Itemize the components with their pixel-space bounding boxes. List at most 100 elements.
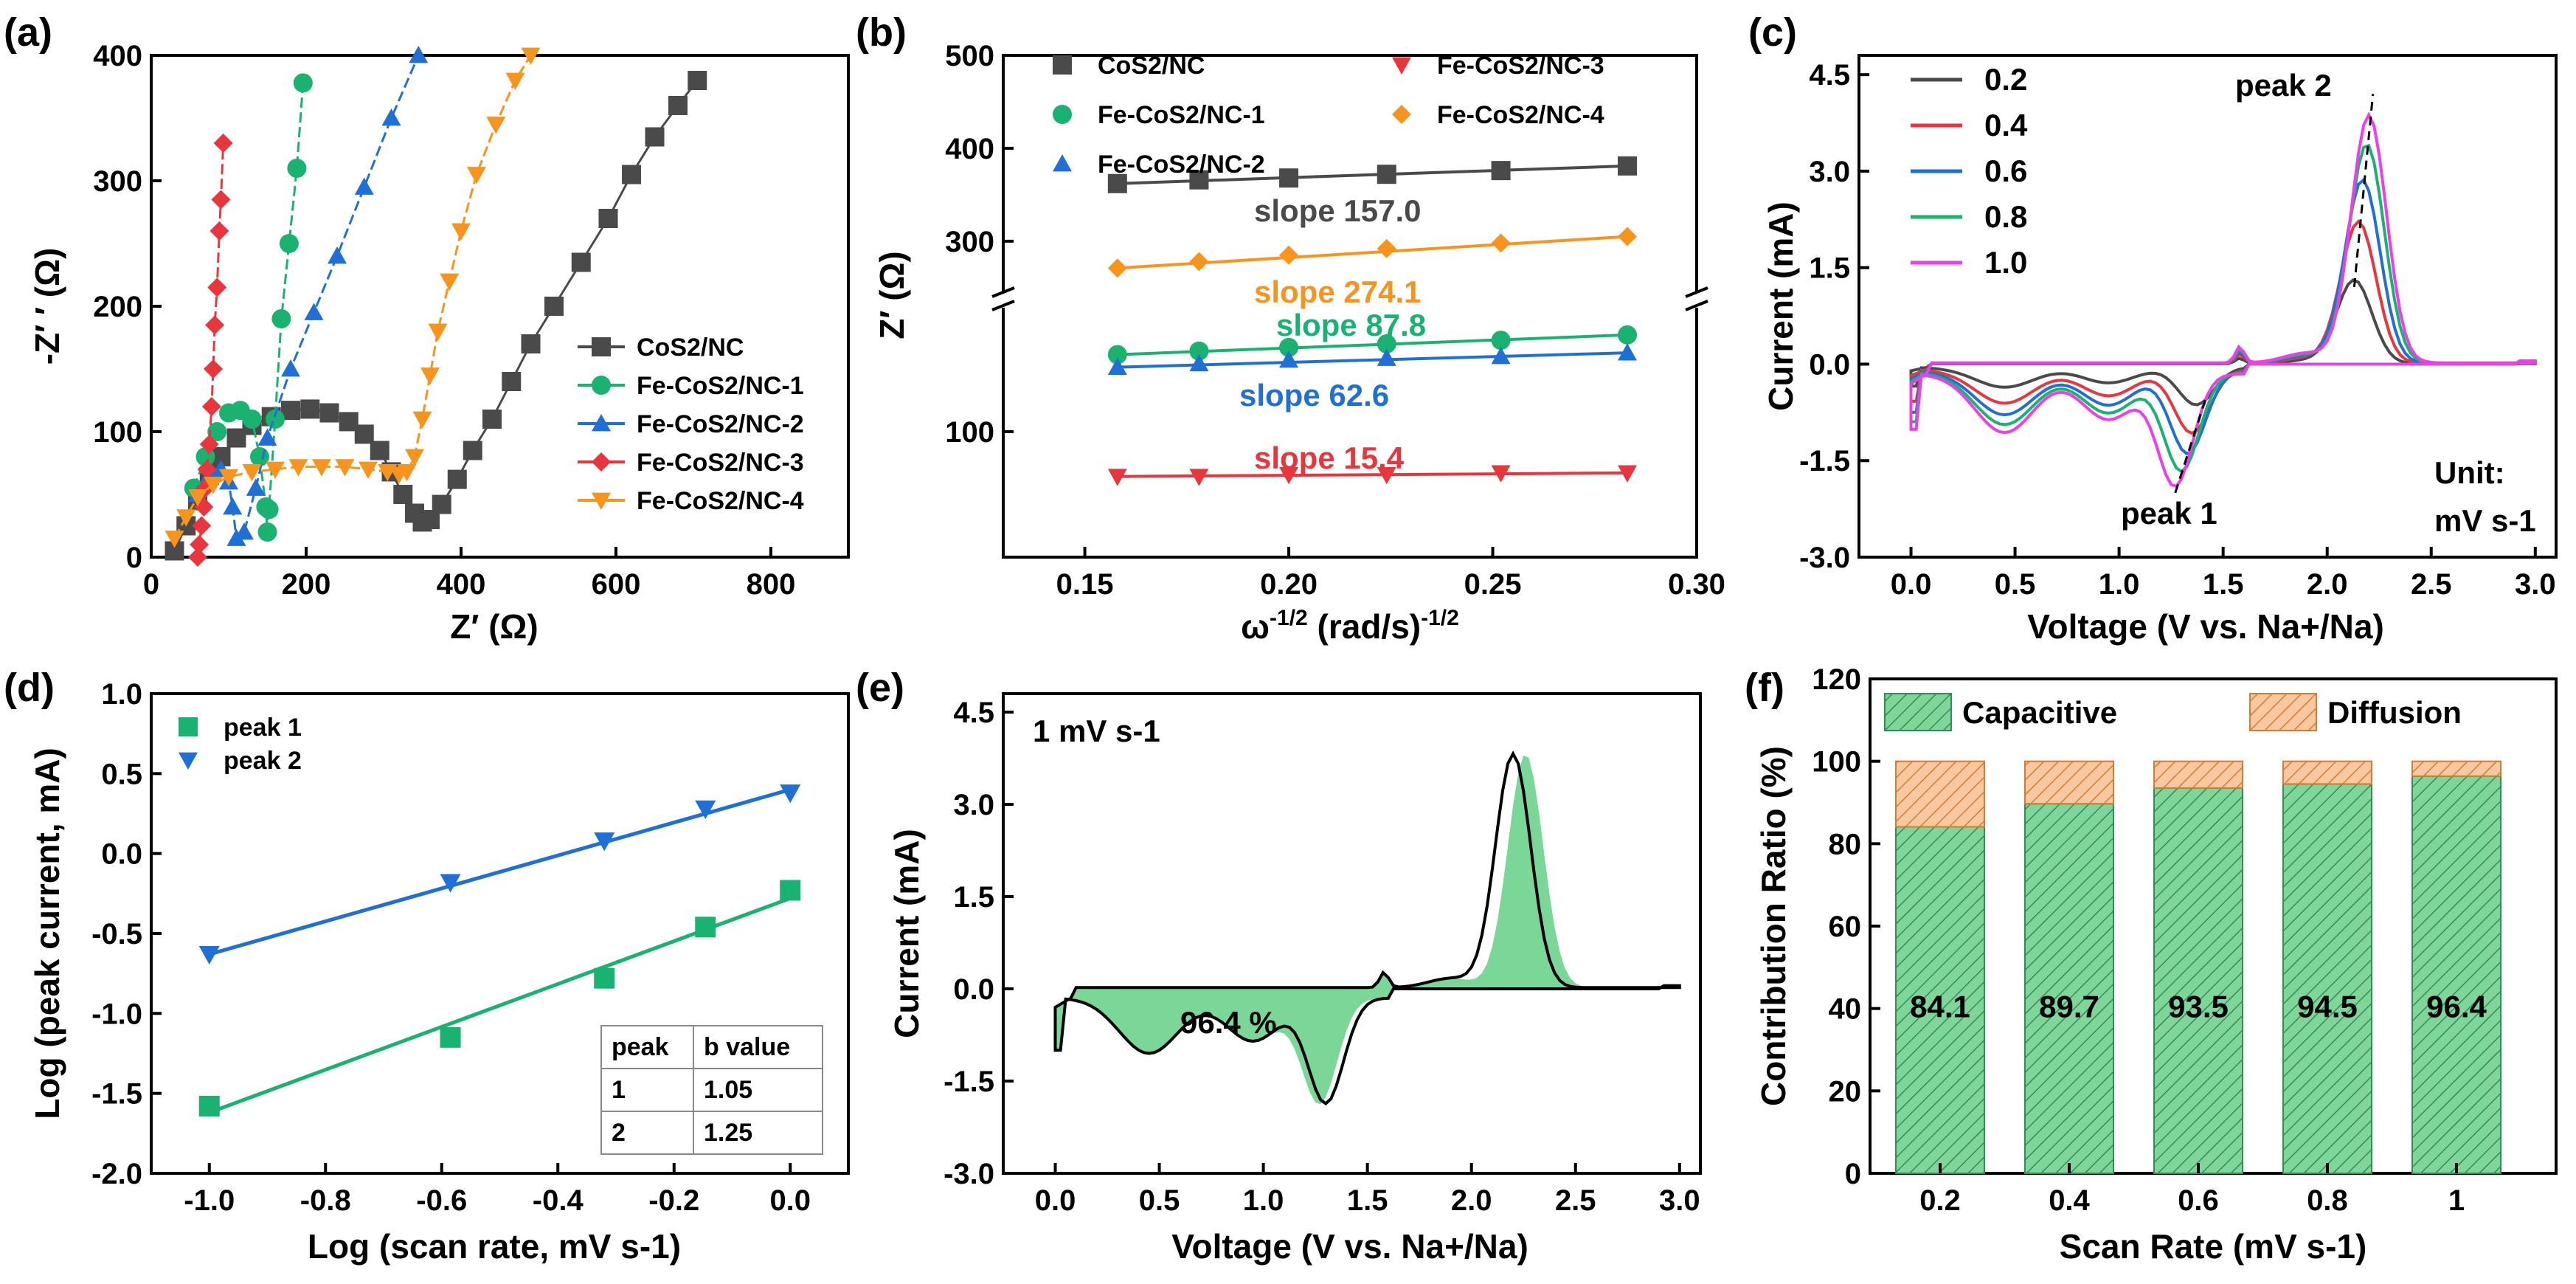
b-point (1377, 165, 1396, 184)
b-legend-entry-1-label: Fe-CoS2/NC-1 (1098, 101, 1265, 129)
legend-a: CoS2/NC Fe-CoS2/NC-1 Fe-CoS2/NC-2 Fe-CoS2/N… (578, 334, 804, 515)
a-xtick-label: 0 (143, 568, 159, 601)
d-xtick-label: -0.6 (416, 1184, 467, 1217)
a-ytick-label: 400 (93, 40, 142, 72)
b-legend-entry-3-marker (1392, 57, 1411, 75)
y-axis-label-e: Current (mA) (887, 829, 926, 1038)
a-point (259, 500, 279, 520)
y-axis-label-f: Contribution Ratio (%) (1754, 746, 1793, 1106)
peak1-label: peak 1 (2121, 496, 2217, 531)
c-xtick-label: 1.5 (2203, 568, 2244, 601)
f-bar-capacitive-1 (2024, 803, 2114, 1175)
a-point (188, 489, 207, 507)
a-point (482, 410, 502, 429)
a-point (223, 497, 243, 515)
e-capacitive-area (1055, 755, 1680, 1105)
a-point (205, 315, 225, 335)
f-bar-label-3: 94.5 (2297, 990, 2358, 1024)
d-xtick-label: -0.4 (533, 1184, 584, 1217)
b-ytick-label: 100 (945, 416, 994, 449)
e-cv-curve (1053, 750, 1681, 1106)
a-point (354, 177, 374, 195)
a-point (571, 252, 591, 272)
b-legend-entry-0-marker (1053, 55, 1072, 75)
b-point (1189, 170, 1209, 190)
b-legend-entry-4-label: Fe-CoS2/NC-4 (1437, 101, 1604, 129)
b-legend-entry-2-label: Fe-CoS2/NC-2 (1098, 151, 1265, 179)
a-point (271, 309, 291, 328)
series-d (198, 784, 801, 1116)
c-cv-curve-4 (1909, 111, 2537, 489)
a-point (486, 117, 506, 134)
a-xtick-label: 400 (437, 568, 486, 601)
d-table-cell (693, 1025, 823, 1069)
f-ytick-label: 0 (1845, 1158, 1861, 1190)
panel-label-d: (d) (4, 666, 55, 710)
c-legend-label-0: 0.2 (1984, 62, 2027, 97)
f-xtick-label: 0.6 (2178, 1184, 2219, 1217)
a-point (335, 459, 355, 477)
ticks-c: 0.0 0.5 1.0 1.5 2.0 2.5 3.0 -3.0 -1.5 0.0 1.5 3.0 4.… (1799, 59, 2556, 601)
a-point (463, 441, 482, 460)
panel-label-f: (f) (1745, 666, 1784, 710)
a-point (354, 424, 374, 444)
a-legend-entry-4-marker (592, 492, 611, 510)
a-point (668, 96, 688, 115)
a-point (288, 459, 308, 477)
d-table-cell (600, 1025, 694, 1069)
b-point (1618, 343, 1637, 361)
e-ytick-label: 1.5 (953, 881, 994, 914)
series-a (165, 46, 707, 567)
a-ytick-label: 0 (126, 542, 142, 574)
b-slope-label-3: slope 15.4 (1254, 441, 1405, 475)
e-xtick-label: 2.5 (1555, 1184, 1596, 1217)
f-bar-capacitive-3 (2282, 783, 2372, 1174)
d-legend-entry-1-marker (179, 752, 198, 770)
legend-f: Capacitive Diffusion (1884, 693, 2462, 731)
a-point (165, 531, 184, 548)
c-cv-curve-3 (1909, 143, 2537, 474)
f-bar-diffusion-3 (2282, 760, 2372, 785)
x-axis-label-a: Z′ (Ω) (450, 607, 538, 646)
b-point (1618, 227, 1637, 246)
f-legend-swatch-capacitive (1884, 693, 1952, 731)
f-ytick-label: 20 (1829, 1075, 1862, 1108)
b-point (1189, 252, 1209, 272)
c-peak1-guide (2174, 396, 2208, 494)
c-ytick-label: 1.5 (1809, 252, 1850, 285)
panel-c: (c) 0.0 0.5 1.0 1.5 2.0 2.5 3.0 -3.0 -1.5 0.0 1.5 3… (1748, 10, 2558, 646)
ticks-f: 0 20 40 60 80 100 120 (1812, 663, 1880, 1190)
a-point (328, 246, 347, 264)
f-bar-label-1: 89.7 (2039, 990, 2099, 1024)
b-point (1189, 341, 1209, 361)
a-point (293, 73, 313, 93)
a-point (645, 127, 665, 147)
f-bar-label-4: 96.4 (2426, 990, 2487, 1024)
a-point (393, 485, 413, 504)
d-xtick-label: -1.0 (184, 1184, 235, 1217)
e-ytick-label: -1.5 (944, 1066, 994, 1098)
b-slope-label-4: slope 274.1 (1254, 275, 1421, 309)
a-legend-entry-2-label: Fe-CoS2/NC-2 (637, 410, 804, 438)
d-legend-entry-0-marker (179, 717, 198, 736)
b-ytick-label: 400 (945, 133, 994, 165)
b-value-table: peak b value 1 1.05 2 1.25 (600, 1025, 823, 1155)
d-xtick-label: -0.8 (300, 1184, 351, 1217)
d-point (594, 832, 615, 852)
a-point (505, 72, 525, 90)
b-xtick-label: 0.15 (1056, 568, 1114, 601)
a-point (188, 548, 207, 567)
d-point (440, 1026, 461, 1048)
a-ytick-label: 200 (93, 291, 142, 323)
d-legend-entry-0-label: peak 1 (224, 714, 302, 742)
scan-rate-label-e: 1 mV s-1 (1033, 714, 1160, 748)
e-ytick-label: 4.5 (953, 697, 994, 729)
b-legend-entry-2-marker (1053, 154, 1072, 172)
d-table-text: 2 (612, 1119, 626, 1147)
f-bar-diffusion-1 (2024, 760, 2114, 805)
d-xtick-label: -0.2 (648, 1184, 699, 1217)
d-xtick-label: 0.0 (769, 1184, 811, 1217)
a-point (598, 209, 618, 228)
f-legend-label-capacitive: Capacitive (1962, 695, 2117, 730)
x-axis-label-b-sup1: -1/2 (1270, 606, 1308, 630)
